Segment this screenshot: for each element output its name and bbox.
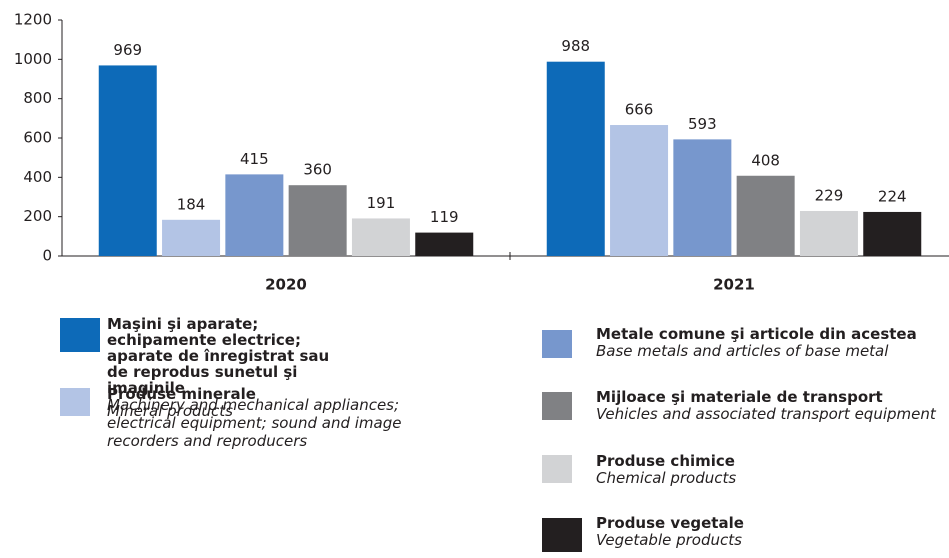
legend-swatch <box>542 455 572 483</box>
y-tick-label: 800 <box>23 89 52 107</box>
bar <box>736 175 795 256</box>
value-label: 184 <box>177 195 206 213</box>
bar <box>162 219 221 256</box>
bar <box>288 185 347 256</box>
legend-item: Maşini şi aparate; echipamente electrice… <box>107 315 401 450</box>
legend-swatch <box>542 518 582 552</box>
legend-item: Produse minerale Mineral products <box>107 386 357 420</box>
value-label: 988 <box>561 37 590 55</box>
bar <box>610 125 669 257</box>
value-label: 415 <box>240 150 269 168</box>
legend-item: Produse chimice Chemical products <box>596 453 736 487</box>
legend-label: Maşini şi aparate; echipamente electrice… <box>107 315 330 397</box>
bar <box>673 139 732 256</box>
chart: 0 200 400 600 800 1000 1200 2020 969 184 415 360 191… <box>14 11 949 294</box>
bar <box>351 218 410 256</box>
legend-label: Mijloace şi materiale de transport <box>596 388 883 406</box>
legend-label: Produse chimice <box>596 452 735 470</box>
legend-label: Produse vegetale <box>596 514 744 532</box>
y-tick-label: 0 <box>42 247 52 265</box>
legend-swatch <box>60 388 90 416</box>
bar <box>225 174 284 256</box>
legend-swatch <box>542 330 572 358</box>
legend-label-en: Vegetable products <box>596 531 742 549</box>
legend-label-en: Chemical products <box>596 469 737 487</box>
legend-swatch <box>60 318 100 352</box>
value-label: 593 <box>688 115 717 133</box>
value-label: 191 <box>367 194 396 212</box>
value-label: 666 <box>625 101 654 119</box>
legend-label-en: Mineral products <box>107 402 233 420</box>
legend-swatch <box>542 392 572 420</box>
legend-label-en: Vehicles and associated transport equipm… <box>596 405 936 423</box>
bar <box>863 211 922 256</box>
y-tick-label: 200 <box>23 207 52 225</box>
legend-label: Produse minerale <box>107 385 256 403</box>
legend-item: Mijloace şi materiale de transport Vehicl… <box>596 389 936 423</box>
x-tick-label: 2020 <box>265 276 307 294</box>
value-label: 408 <box>751 151 780 169</box>
y-tick-label: 1000 <box>14 50 52 68</box>
bar <box>98 65 157 257</box>
y-tick-label: 400 <box>23 168 52 186</box>
y-tick-label: 600 <box>23 129 52 147</box>
value-label: 229 <box>815 186 844 204</box>
legend-label-en: Machinery and mechanical appliances; ele… <box>107 396 402 450</box>
bar <box>546 61 605 257</box>
legend-label-en: Base metals and articles of base metal <box>596 342 889 360</box>
legend-item: Metale comune şi articole din acestea Bas… <box>596 326 917 360</box>
legend-label: Metale comune şi articole din acestea <box>596 325 917 343</box>
value-label: 360 <box>303 161 332 179</box>
bar <box>799 210 858 256</box>
legend-item: Produse vegetale Vegetable products <box>596 515 744 549</box>
x-tick-label: 2021 <box>713 276 755 294</box>
value-label: 224 <box>878 187 907 205</box>
bar <box>415 232 474 256</box>
value-label: 969 <box>113 41 142 59</box>
y-tick-label: 1200 <box>14 11 52 29</box>
value-label: 119 <box>430 208 459 226</box>
